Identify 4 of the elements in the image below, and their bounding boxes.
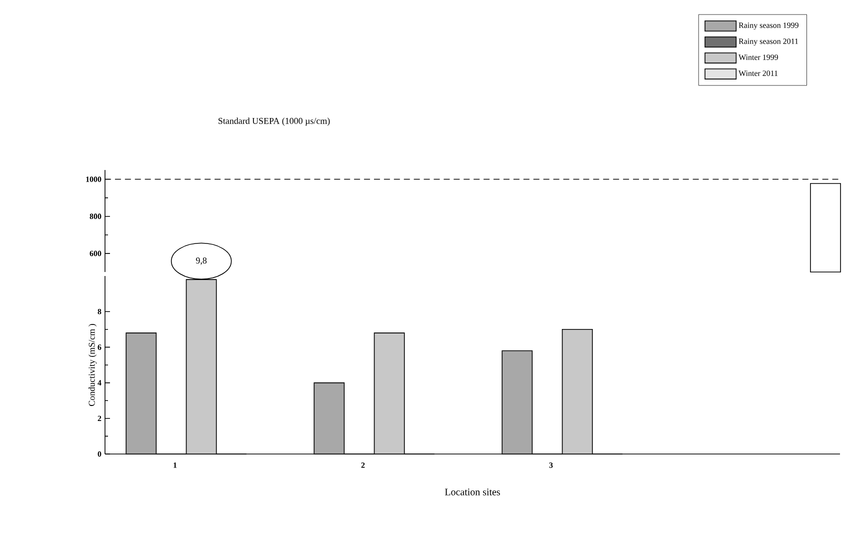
ref-line-label: Standard USEPA (1000 µs/cm) <box>218 118 330 126</box>
x-axis-title: Location sites <box>444 488 500 496</box>
y-axis-title: Conductivity (mS/cm ) <box>88 324 97 406</box>
annotation: 9,8 <box>196 257 207 265</box>
